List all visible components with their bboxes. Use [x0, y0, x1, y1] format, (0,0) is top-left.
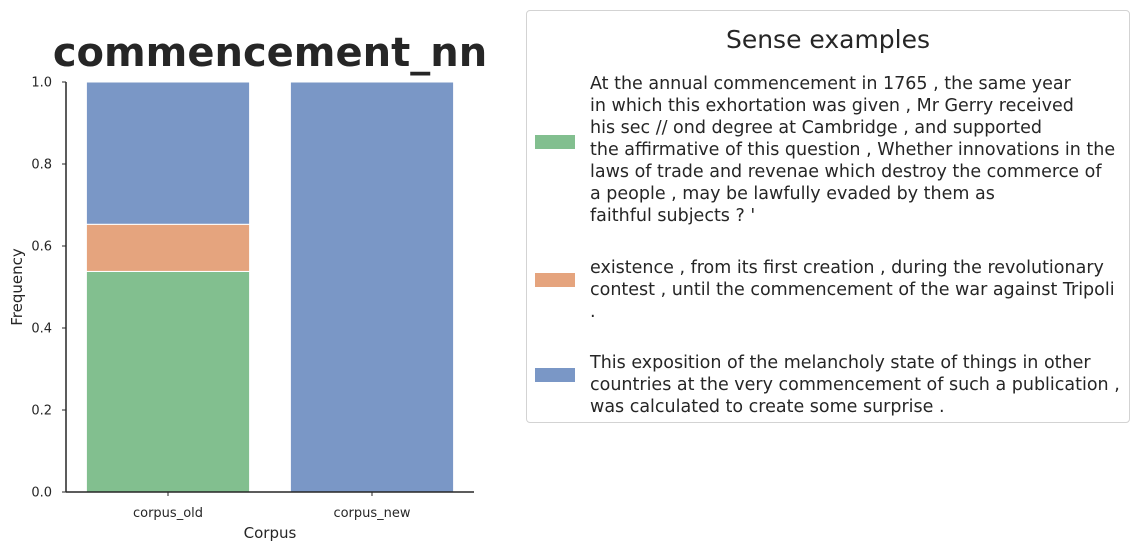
bar-corpus_old-orange [85, 223, 251, 272]
y-tick-label: 0.2 [31, 404, 52, 419]
y-tick-label: 0.6 [31, 240, 52, 255]
bars-group [85, 81, 455, 493]
y-tick-label: 0.8 [31, 158, 52, 173]
y-tick-label: 1.0 [31, 76, 52, 91]
legend-text-1: At the annual commencement in 1765 , the… [590, 74, 1116, 226]
y-tick-label: 0.0 [31, 486, 52, 501]
legend-swatch-blue [535, 368, 575, 382]
legend-text-3: This exposition of the melancholy state … [590, 353, 1120, 417]
legend-swatch-orange [535, 273, 575, 287]
stacked-bar-chart: commencement_nn 0.0 0.2 0.4 0.6 0.8 1.0 corpu… [8, 30, 487, 542]
bar-corpus_new-blue [289, 81, 455, 493]
chart-title: commencement_nn [53, 30, 487, 76]
legend: Sense examples At the annual commencemen… [526, 10, 1130, 423]
legend-swatch-green [535, 135, 575, 149]
x-tick-label: corpus_old [133, 506, 203, 521]
bar-corpus_old-blue [85, 81, 251, 225]
y-tick-label: 0.4 [31, 322, 52, 337]
legend-text-2: existence , from its first creation , du… [590, 258, 1115, 322]
y-axis: 0.0 0.2 0.4 0.6 0.8 1.0 [31, 76, 67, 501]
x-axis: corpus_old corpus_new [66, 491, 474, 521]
bar-corpus_old-green [85, 270, 251, 493]
x-tick-label: corpus_new [333, 506, 410, 521]
y-axis-label: Frequency [8, 248, 26, 326]
x-axis-label: Corpus [244, 524, 297, 542]
legend-title: Sense examples [725, 25, 931, 54]
